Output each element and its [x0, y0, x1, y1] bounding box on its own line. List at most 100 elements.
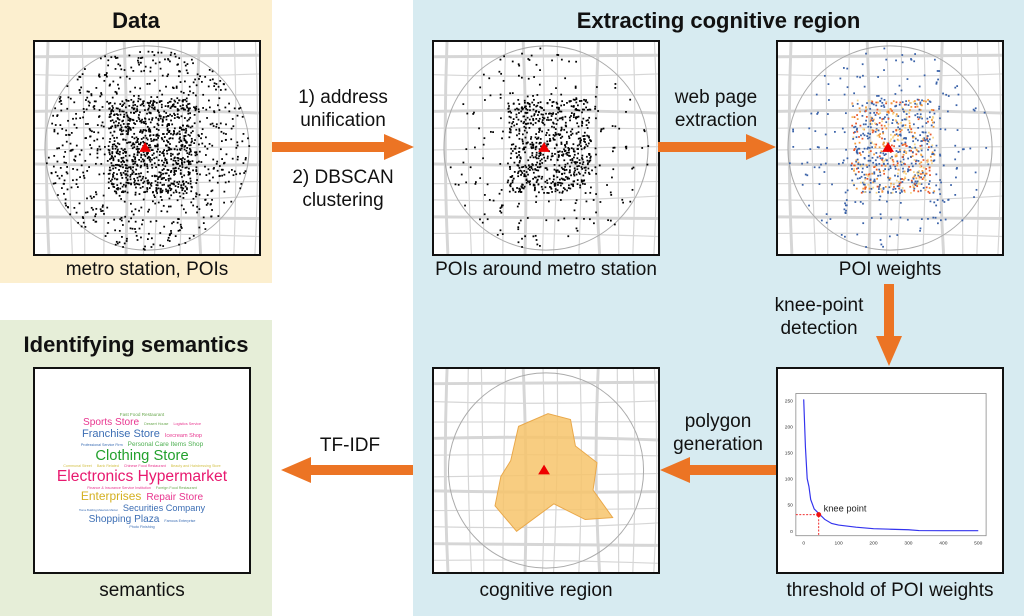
label: polygon	[684, 411, 752, 432]
map-poi-weights	[776, 40, 1004, 256]
metro-station-icon	[538, 464, 550, 475]
label: detection	[780, 318, 858, 339]
word-6: Icecream Shop	[164, 433, 202, 440]
knee-point-label: knee point	[824, 504, 867, 514]
x-tick-label: 400	[939, 541, 947, 547]
word-7: Professional Service Firm	[80, 442, 123, 447]
buffer-circle	[443, 45, 649, 251]
step-polygon-generation: polygon generation	[662, 410, 774, 456]
arrow-left-2	[281, 457, 413, 483]
x-tick-label: 200	[869, 541, 877, 547]
weights-caption: POI weights	[838, 259, 942, 280]
x-tick-label: 500	[974, 541, 982, 547]
plot-area	[795, 393, 987, 537]
label: 2) DBSCAN	[292, 167, 394, 188]
word-2: Sports Store	[82, 416, 140, 428]
word-18: Repair Store	[146, 492, 204, 504]
label: web page	[674, 87, 758, 108]
metro-station-icon	[139, 142, 151, 152]
word-row: Sports Store Dessert House Logistics Servi…	[83, 417, 201, 428]
step-dbscan: 2) DBSCAN clustering	[278, 166, 408, 212]
x-tick-label: 0	[802, 541, 805, 547]
word-9: Clothing Store	[95, 447, 189, 464]
word-row: Professional Service Firm Personal Care I…	[81, 441, 203, 448]
cognitive-region-polygon	[494, 413, 614, 532]
pois-caption: POIs around metro station	[435, 259, 657, 280]
label: knee-point	[774, 295, 864, 316]
word-14: Electronics Hypermarket	[56, 468, 228, 486]
road-network	[434, 42, 658, 254]
metro-station-icon	[538, 142, 550, 152]
buffer-circle	[447, 372, 645, 569]
word-row: Photo Finishing	[129, 525, 154, 529]
word-row: Shopping Plaza Famous Enterprise	[89, 514, 196, 525]
metro-station-icon	[882, 142, 894, 152]
word-20: Securities Company	[122, 503, 206, 514]
x-tick-label: 100	[835, 541, 843, 547]
arrow-left-1	[660, 457, 776, 483]
knee-chart: 0 100 200 300 400 500 0 50 100 150 200 250 knee poin…	[776, 367, 1004, 574]
step-web-extraction: web page extraction	[660, 86, 772, 132]
y-tick-label: 200	[785, 424, 793, 430]
word-13: Beauty and Hairdressing Store	[170, 464, 221, 469]
data-caption: metro station, POIs	[65, 259, 229, 280]
label: clustering	[302, 190, 384, 211]
word-11: Bank Related	[96, 464, 119, 469]
word-row: Finance & Insurance Service Institution F…	[87, 486, 197, 490]
word-10: Communal Street	[63, 464, 92, 469]
buffer-circle	[44, 45, 250, 251]
step-tfidf: TF-IDF	[319, 435, 381, 456]
buffer-circle	[787, 45, 993, 251]
poi-points	[788, 47, 988, 248]
y-tick-label: 50	[787, 503, 793, 509]
word-17: Enterprises	[80, 489, 142, 504]
label: extraction	[674, 110, 758, 131]
word-row: Clothing Store	[95, 448, 188, 464]
word-4: Logistics Service	[173, 421, 202, 426]
x-tick-label: 300	[904, 541, 912, 547]
word-row: Enterprises Repair Store	[80, 489, 204, 504]
y-tick-label: 250	[785, 398, 793, 404]
word-16: Foreign Food Restaurant	[155, 485, 197, 490]
knee-guides	[795, 514, 820, 536]
semantics-title: Identifying semantics	[23, 332, 249, 357]
word-21: Shopping Plaza	[88, 513, 160, 525]
extract-title: Extracting cognitive region	[576, 8, 861, 33]
poi-points	[45, 50, 251, 251]
word-cloud: Fast Food Restaurant Sports Store Dessert …	[33, 367, 251, 574]
arrow-right-2	[658, 134, 776, 160]
step-address-unification: 1) address unification	[278, 86, 408, 132]
weight-curve	[803, 399, 979, 532]
map-clustered-pois	[432, 40, 660, 256]
word-23: Photo Finishing	[129, 525, 155, 530]
word-row: Electronics Hypermarket	[57, 468, 227, 486]
label: generation	[673, 434, 763, 455]
y-tick-label: 150	[785, 451, 793, 457]
word-row: Home Building Materials Market Securities…	[79, 503, 205, 513]
region-caption: cognitive region	[479, 580, 613, 601]
semantics-caption: semantics	[99, 580, 185, 601]
poi-points	[449, 47, 650, 248]
word-row: Communal Street Bank Related Chinese Food …	[63, 464, 220, 468]
knee-point-marker	[816, 512, 822, 518]
data-title: Data	[112, 8, 160, 33]
word-row: Franchise Store Icecream Shop	[82, 428, 202, 440]
label: 1) address	[298, 87, 388, 108]
word-3: Dessert House	[144, 421, 169, 426]
word-row: Fast Food Restaurant	[120, 412, 164, 417]
word-15: Finance & Insurance Service Institution	[87, 485, 151, 490]
word-8: Personal Care Items Shop	[127, 440, 204, 448]
y-tick-label: 100	[785, 477, 793, 483]
y-tick-label: 0	[790, 529, 793, 535]
label: unification	[300, 110, 386, 131]
step-knee-detection: knee-point detection	[764, 294, 874, 340]
word-5: Franchise Store	[82, 428, 160, 441]
map-raw-pois	[33, 40, 261, 256]
word-19: Home Building Materials Market	[78, 509, 118, 513]
arrow-right-1	[272, 134, 414, 160]
word-12: Chinese Food Restaurant	[123, 464, 166, 469]
word-22: Famous Enterprise	[164, 518, 196, 523]
word-1: Fast Food Restaurant	[119, 411, 165, 417]
map-cognitive-region	[432, 367, 660, 574]
arrow-down	[876, 284, 902, 366]
